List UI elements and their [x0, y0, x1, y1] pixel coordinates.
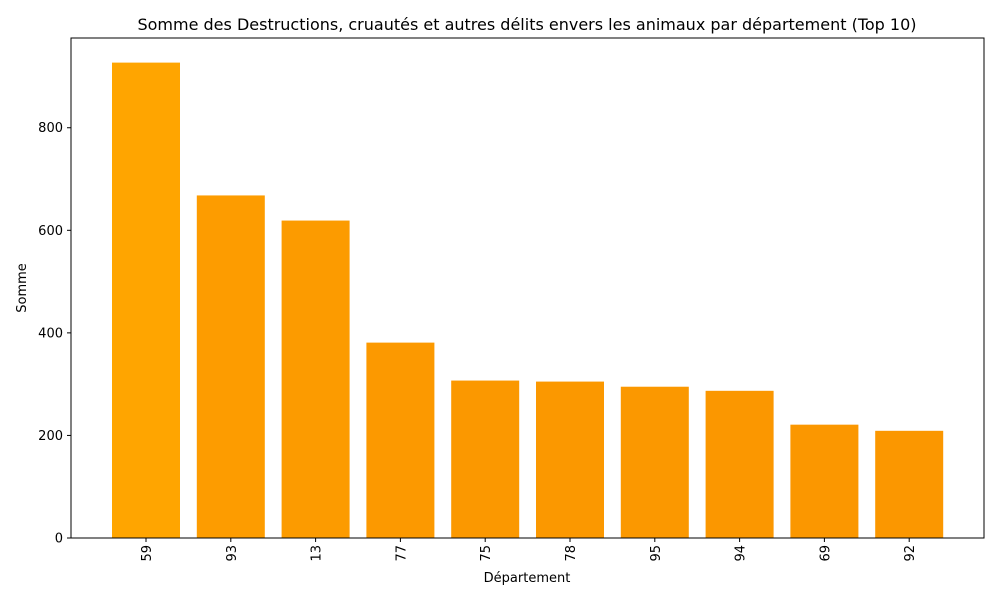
bar-75	[451, 380, 520, 538]
chart-title: Somme des Destructions, cruautés et autr…	[137, 15, 916, 34]
y-axis: 0 200 400 600 800	[38, 121, 71, 547]
bar-95	[620, 386, 689, 538]
bar-78	[536, 381, 604, 538]
y-tick-label-800: 800	[38, 121, 63, 136]
x-tick-label-13: 13	[310, 545, 325, 562]
x-tick-label-59: 59	[140, 545, 155, 562]
y-tick-label-400: 400	[38, 326, 63, 341]
bar-69	[790, 424, 859, 538]
y-tick-label-200: 200	[38, 429, 63, 444]
y-axis-label: Somme	[15, 263, 30, 313]
bar-13	[281, 220, 350, 539]
x-axis: 59 93 13 77 75 78 95 94 69 92	[140, 538, 918, 562]
x-tick-label-95: 95	[649, 545, 664, 562]
x-tick-label-93: 93	[225, 545, 240, 562]
x-axis-label: Département	[484, 571, 571, 586]
bar-93	[196, 195, 265, 538]
bar-94	[705, 390, 774, 538]
x-tick-label-78: 78	[564, 545, 579, 562]
y-tick-label-0: 0	[55, 532, 63, 547]
x-tick-label-75: 75	[479, 545, 494, 562]
x-tick-label-92: 92	[903, 545, 918, 562]
x-tick-label-94: 94	[734, 545, 749, 562]
bar-77	[366, 342, 435, 538]
y-tick-label-600: 600	[38, 224, 63, 239]
x-tick-label-77: 77	[394, 545, 409, 562]
bar-92	[875, 430, 944, 538]
x-tick-label-69: 69	[818, 545, 833, 562]
bar-59	[112, 62, 180, 538]
bars-group	[112, 62, 944, 539]
plot-frame	[70, 37, 985, 539]
